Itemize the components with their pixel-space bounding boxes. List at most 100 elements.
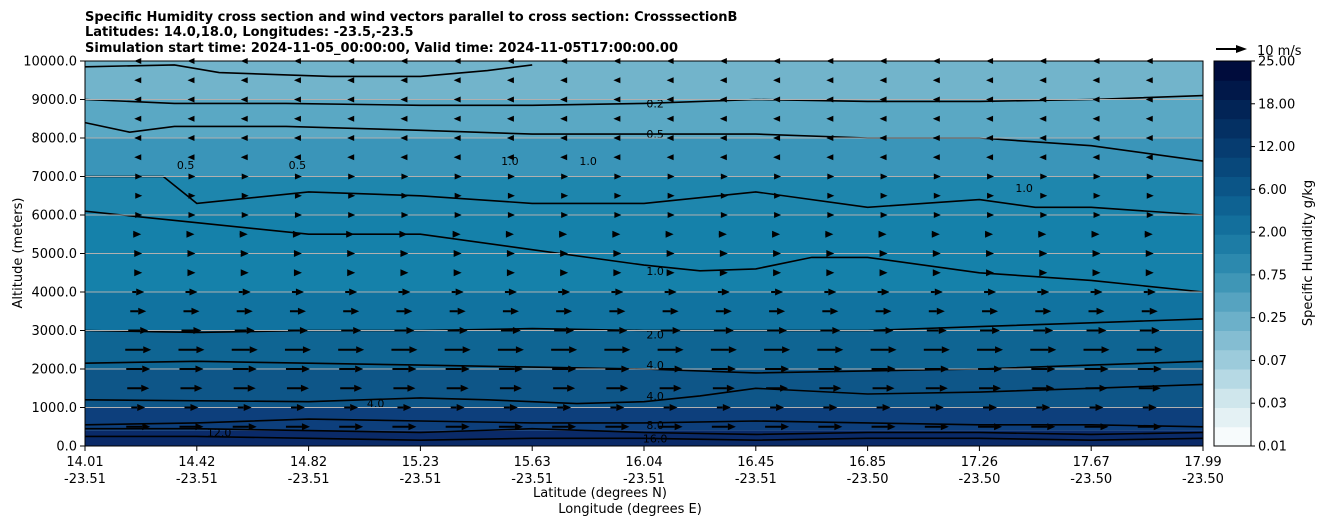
wind-head	[666, 96, 674, 103]
y-tick-label-3: 3000.0	[32, 324, 78, 339]
wind-vector-r4-c17	[1030, 346, 1057, 354]
wind-head	[294, 192, 302, 199]
wind-head	[722, 404, 731, 411]
wind-head	[880, 192, 888, 199]
wind-vector-r7-c11	[717, 288, 730, 296]
wind-head	[506, 135, 514, 141]
wind-vector-r9-c12	[773, 250, 782, 257]
wind-vector-r11-c1	[188, 212, 196, 218]
wind-vector-r14-c3	[293, 154, 301, 161]
wind-head	[456, 404, 465, 411]
wind-vector-r9-c10	[666, 250, 675, 257]
wind-vector-r7-c15	[930, 288, 943, 296]
wind-vector-r18-c9	[613, 77, 621, 84]
colorbar-swatch-10	[1214, 234, 1251, 254]
wind-head	[514, 423, 523, 431]
wind-vector-r11-c11	[720, 212, 728, 218]
wind-head	[462, 346, 471, 354]
wind-vector-r10-c15	[931, 230, 940, 238]
wind-vector-r11-c12	[774, 212, 782, 218]
x-tick-label-lat-9: 17.67	[1073, 455, 1110, 470]
wind-vector-r4-c6	[444, 346, 471, 354]
wind-head	[347, 115, 355, 122]
wind-head	[881, 288, 890, 296]
wind-vector-r9-c0	[134, 250, 143, 257]
wind-vector-r10-c18	[1091, 230, 1100, 238]
wind-head	[1043, 307, 1052, 315]
humidity-band-7	[85, 138, 1203, 177]
wind-vector-r12-c14	[880, 192, 888, 199]
wind-vector-r0-c6	[445, 423, 470, 431]
wind-vector-r8-c1	[187, 269, 196, 277]
wind-head	[667, 212, 675, 218]
colorbar-tick-label-4: 0.75	[1258, 268, 1287, 283]
wind-head	[775, 288, 784, 296]
x-tick-label-lat-5: 16.04	[625, 455, 662, 470]
wind-head	[1145, 154, 1153, 161]
wind-head	[1092, 77, 1100, 84]
wind-vector-r0-c1	[179, 423, 204, 431]
wind-vector-r10-c1	[186, 230, 195, 238]
wind-head	[827, 192, 835, 199]
wind-head	[568, 423, 577, 431]
wind-head	[187, 115, 195, 122]
wind-head	[1096, 307, 1105, 315]
colorbar-tick-label-9: 25.00	[1258, 55, 1295, 70]
wind-vector-r16-c8	[560, 115, 568, 122]
wind-vector-r8-c5	[400, 269, 409, 277]
wind-head	[1153, 365, 1162, 373]
wind-head	[880, 212, 888, 218]
wind-vector-r1-c6	[450, 404, 465, 411]
colorbar-frame	[1213, 60, 1252, 447]
contour-label-3: 0.5	[289, 159, 307, 172]
colorbar-swatch-6	[1214, 311, 1251, 331]
wind-vector-r1-c19	[1142, 404, 1157, 411]
wind-vector-r5-c0	[128, 327, 149, 334]
wind-head	[827, 212, 835, 218]
wind-head	[348, 173, 356, 180]
wind-vector-r14-c15	[932, 154, 940, 161]
wind-head	[673, 384, 682, 392]
wind-head	[506, 96, 514, 103]
wind-head	[301, 423, 310, 431]
wind-vector-r18-c16	[986, 77, 994, 84]
wind-head	[669, 404, 678, 411]
wind-vector-r8-c0	[134, 269, 143, 277]
wind-head	[782, 346, 791, 354]
wind-head	[560, 154, 568, 161]
wind-vector-r15-c0	[134, 135, 142, 141]
wind-vector-r14-c12	[773, 154, 781, 161]
wind-vector-r13-c11	[720, 173, 728, 180]
wind-vector-r7-c14	[877, 288, 890, 296]
wind-head	[400, 154, 408, 161]
wind-head	[508, 288, 517, 296]
wind-head	[1145, 269, 1154, 277]
wind-head	[719, 115, 727, 122]
wind-head	[510, 307, 519, 315]
wind-vector-r6-c7	[502, 307, 519, 315]
wind-head	[935, 404, 944, 411]
wind-vector-r8-c12	[773, 269, 782, 277]
wind-head	[835, 346, 844, 354]
y-tick-label-5: 5000.0	[32, 247, 78, 262]
wind-vector-r3-c18	[1084, 365, 1109, 373]
wind-head	[774, 212, 782, 218]
wind-head	[986, 96, 994, 103]
wind-head	[719, 77, 727, 84]
wind-vector-r17-c17	[1039, 96, 1047, 103]
wind-vector-r13-c12	[774, 173, 782, 180]
contour-0.1-0	[84, 64, 533, 78]
wind-head	[347, 96, 355, 103]
wind-vector-r4-c19	[1136, 346, 1163, 354]
wind-vector-r6-c18	[1088, 307, 1105, 315]
contour-1.0-3	[85, 175, 1204, 216]
wind-vector-r3-c0	[126, 365, 151, 373]
wind-vector-r2-c9	[606, 384, 629, 392]
wind-head	[932, 96, 940, 103]
wind-head	[299, 327, 308, 334]
wind-vector-r0-c15	[924, 423, 949, 431]
wind-head	[666, 135, 674, 141]
wind-head	[773, 269, 782, 277]
wind-vector-r10-c7	[505, 230, 514, 238]
wind-vector-r11-c7	[507, 212, 515, 218]
